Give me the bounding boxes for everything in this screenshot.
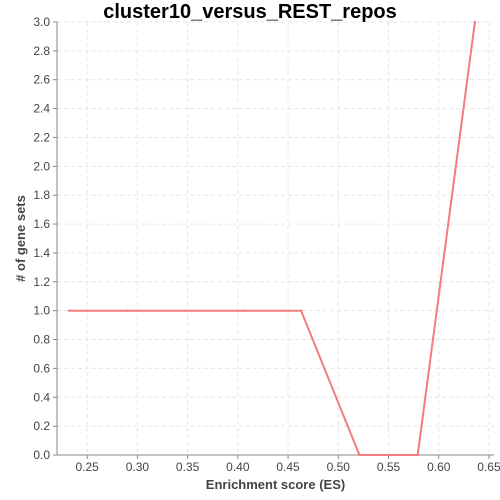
y-tick-label: 2.6 xyxy=(33,73,50,87)
data-point xyxy=(416,453,419,457)
y-tick-label: 0.8 xyxy=(33,333,50,347)
y-axis-label: # of gene sets xyxy=(13,195,28,282)
x-tick-label: 0.45 xyxy=(276,460,300,474)
data-point xyxy=(184,309,187,312)
data-point xyxy=(299,309,303,312)
data-point xyxy=(67,309,71,312)
y-tick-label: 2.0 xyxy=(33,159,50,173)
y-tick-label: 0.0 xyxy=(33,448,50,462)
chart-title: cluster10_versus_REST_repos xyxy=(103,1,397,23)
x-tick-label: 0.30 xyxy=(126,460,150,474)
x-ticks: 0.25 0.30 0.35 0.40 0.45 0.50 0.55 0.60 0.65 xyxy=(75,455,500,474)
x-tick-label: 0.60 xyxy=(427,460,451,474)
y-tick-label: 2.8 xyxy=(33,44,50,58)
y-tick-label: 0.4 xyxy=(33,390,50,404)
data-point xyxy=(473,20,477,24)
data-point xyxy=(358,453,361,457)
x-tick-label: 0.55 xyxy=(377,460,401,474)
y-tick-label: 1.6 xyxy=(33,217,50,231)
y-ticks: 0.0 0.2 0.4 0.6 0.8 1.0 1.2 1.4 1.6 1.8 2.0 2.2 2.4 2… xyxy=(33,15,57,462)
y-tick-label: 1.4 xyxy=(33,246,50,260)
x-tick-label: 0.65 xyxy=(477,460,500,474)
y-tick-label: 1.2 xyxy=(33,275,50,289)
y-tick-label: 2.2 xyxy=(33,130,50,144)
y-tick-label: 3.0 xyxy=(33,15,50,29)
data-point xyxy=(242,309,246,312)
x-tick-label: 0.50 xyxy=(327,460,351,474)
y-tick-label: 1.0 xyxy=(33,304,50,318)
series-line xyxy=(69,21,476,456)
y-tick-label: 2.4 xyxy=(33,102,50,116)
x-tick-label: 0.25 xyxy=(75,460,99,474)
y-tick-label: 0.6 xyxy=(33,361,50,375)
axes xyxy=(56,22,494,456)
x-tick-label: 0.40 xyxy=(226,460,250,474)
grid xyxy=(57,21,494,456)
y-tick-label: 0.2 xyxy=(33,419,50,433)
y-tick-label: 1.8 xyxy=(33,188,50,202)
data-point xyxy=(126,309,129,312)
x-tick-label: 0.35 xyxy=(176,460,200,474)
x-axis-label: Enrichment score (ES) xyxy=(206,477,345,492)
series-layer xyxy=(67,20,477,457)
